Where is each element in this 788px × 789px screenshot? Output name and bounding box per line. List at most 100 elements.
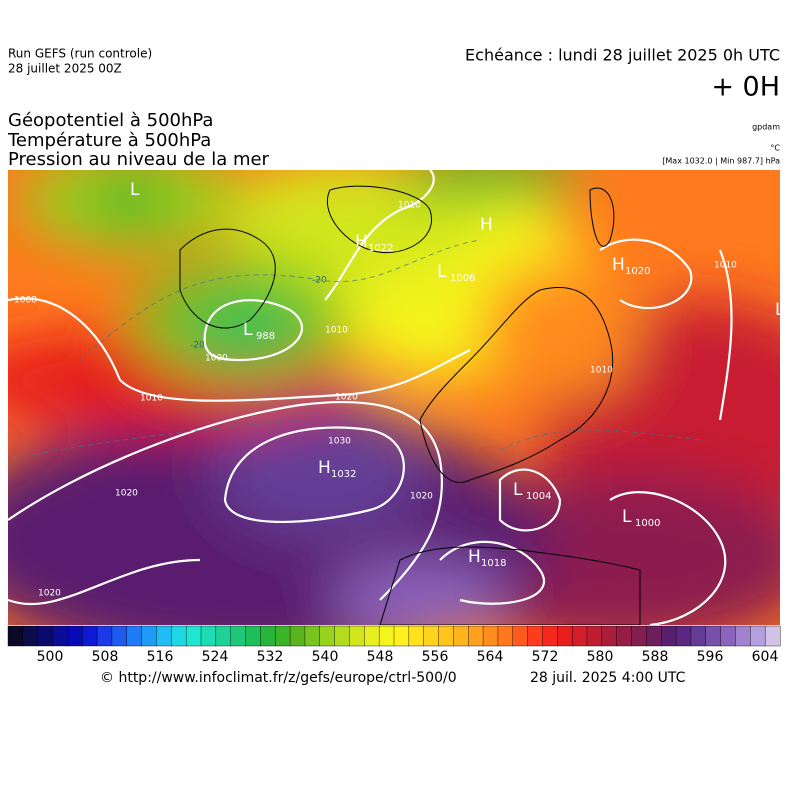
offset: + 0H	[711, 72, 780, 103]
color-swatch	[111, 625, 128, 647]
echeance: Echéance : lundi 28 juillet 2025 0h UTC	[465, 46, 780, 65]
map	[8, 170, 780, 625]
isobar-label: 1010	[140, 394, 163, 404]
color-swatch	[408, 625, 425, 647]
isobar-label: 1030	[328, 437, 351, 447]
center-letter: H	[318, 458, 331, 478]
center-value: 1000	[635, 518, 660, 529]
color-swatch	[468, 625, 484, 647]
run-date: 28 juillet 2025 00Z	[8, 62, 122, 76]
center-value: 1004	[526, 491, 551, 502]
temperature-label: -20	[312, 276, 327, 286]
isobar-label: 1010	[398, 201, 421, 211]
isobar-label: 1020	[410, 492, 433, 502]
isobar-label: 1020	[115, 489, 138, 499]
color-swatch	[497, 625, 514, 647]
colorbar-tick-label: 524	[202, 649, 229, 665]
colorbar-tick-label: 564	[477, 649, 504, 665]
center-value: 1006	[450, 273, 475, 284]
isobar-label: 1010	[325, 326, 348, 336]
center-letter: L	[513, 480, 523, 500]
unit: gpdam	[752, 123, 780, 132]
color-swatch	[750, 625, 766, 647]
color-swatch	[557, 625, 573, 647]
center-letter: L	[622, 507, 632, 527]
color-swatch	[304, 625, 321, 647]
center-value: 1032	[331, 469, 356, 480]
center-value: 1020	[625, 266, 650, 277]
colorbar-tick-label: 604	[752, 649, 779, 665]
color-swatch	[245, 625, 261, 647]
isobar-label: 1020	[335, 393, 358, 403]
color-swatch	[171, 625, 187, 647]
color-swatch	[215, 625, 232, 647]
isobars	[8, 170, 733, 625]
color-swatch	[289, 625, 306, 647]
run: Run GEFS (run controle)	[8, 47, 152, 61]
color-swatch	[37, 625, 54, 647]
color-swatch	[482, 625, 499, 647]
color-swatch	[616, 625, 633, 647]
source: © http://www.infoclimat.fr/z/gefs/europe…	[100, 670, 457, 686]
colorbar-tick-label: 548	[367, 649, 394, 665]
colorbar-tick-label: 540	[312, 649, 339, 665]
field: Géopotentiel à 500hPa	[8, 110, 213, 131]
color-swatch	[661, 625, 677, 647]
colorbar-tick-label: 516	[147, 649, 174, 665]
center-value: 988	[256, 331, 275, 342]
colorbar-tick-label: 580	[587, 649, 614, 665]
color-swatch	[646, 625, 662, 647]
color-swatch	[319, 625, 336, 647]
color-swatch	[542, 625, 558, 647]
color-swatch	[735, 625, 751, 647]
color-swatch	[393, 625, 410, 647]
color-swatch	[260, 625, 276, 647]
color-swatch	[586, 625, 603, 647]
unit: °C	[770, 144, 780, 153]
color-swatch	[230, 625, 247, 647]
center-letter: L	[775, 300, 785, 320]
color-swatch	[764, 625, 781, 647]
center-value: 1022	[368, 243, 393, 254]
center-letter: H	[468, 547, 481, 567]
center-letter: H	[480, 215, 493, 235]
center-letter: L	[130, 180, 140, 200]
color-swatch	[67, 625, 83, 647]
center-value: 1018	[481, 558, 506, 569]
color-swatch	[378, 625, 395, 647]
isobar-label: 1008	[14, 296, 37, 306]
color-swatch	[690, 625, 707, 647]
colorbar-tick-label: 500	[37, 649, 64, 665]
color-swatch	[423, 625, 440, 647]
color-swatch	[334, 625, 350, 647]
extremes: [Max 1032.0 | Min 987.7] hPa	[662, 157, 780, 166]
colorbar-tick-label: 556	[422, 649, 449, 665]
color-swatch	[141, 625, 157, 647]
isobar-label: 1020	[38, 589, 61, 599]
color-swatch	[275, 625, 291, 647]
color-swatch	[156, 625, 172, 647]
color-swatch	[705, 625, 722, 647]
color-swatch	[438, 625, 454, 647]
field: Température à 500hPa	[7, 130, 211, 151]
isobar-label: 1010	[590, 366, 613, 376]
isotherms	[8, 239, 701, 461]
color-swatch	[512, 625, 529, 647]
color-swatch	[631, 625, 647, 647]
color-swatch	[7, 625, 24, 647]
colorbar-tick-label: 572	[532, 649, 559, 665]
color-swatch	[200, 625, 217, 647]
center-letter: H	[612, 255, 625, 275]
color-swatch	[527, 625, 543, 647]
color-swatch	[96, 625, 113, 647]
temperature-label: -20	[190, 341, 205, 351]
color-swatch	[22, 625, 39, 647]
color-swatch	[601, 625, 618, 647]
colorbar-tick-label: 588	[642, 649, 669, 665]
field: Pression au niveau de la mer	[8, 149, 270, 170]
valid-time: 28 juil. 2025 4:00 UTC	[530, 670, 686, 686]
coastlines	[179, 185, 641, 625]
color-swatch	[675, 625, 692, 647]
